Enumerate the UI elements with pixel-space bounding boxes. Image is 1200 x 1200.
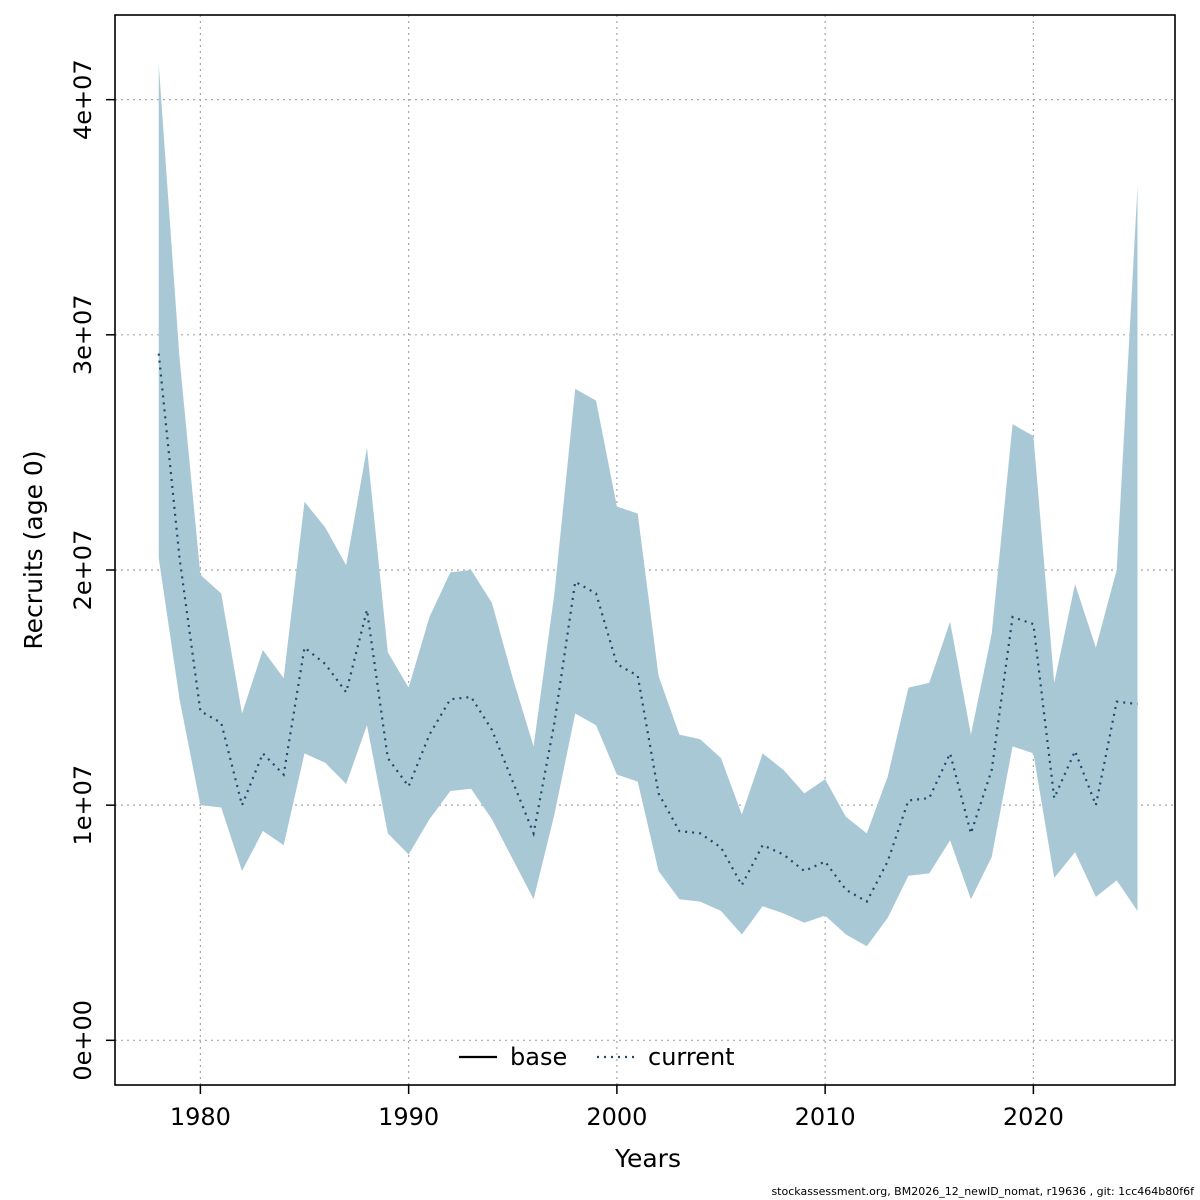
x-tick-label: 2010 (795, 1103, 856, 1131)
axis-layer: 1980 1990 2000 2010 2020 0e+00 1e+07 2e+07 3e+07… (69, 59, 1064, 1131)
legend-base-label: base (510, 1043, 567, 1071)
y-tick-label: 2e+07 (69, 530, 97, 611)
x-tick-label: 2000 (586, 1103, 647, 1131)
footer-note: stockassessment.org, BM2026_12_newID_nom… (771, 1185, 1195, 1198)
y-axis-label: Recruits (age 0) (19, 450, 48, 649)
y-tick-label: 0e+00 (69, 1000, 97, 1081)
y-tick-label: 1e+07 (69, 765, 97, 846)
x-tick-label: 1980 (170, 1103, 231, 1131)
x-tick-label: 2020 (1003, 1103, 1064, 1131)
y-tick-label: 4e+07 (69, 59, 97, 140)
legend-current-label: current (648, 1043, 735, 1071)
plot-frame (114, 14, 1176, 1086)
x-tick-label: 1990 (378, 1103, 439, 1131)
band-layer (158, 64, 1138, 947)
line-layer (157, 353, 1138, 904)
y-tick-label: 3e+07 (69, 294, 97, 375)
x-axis-label: Years (614, 1144, 681, 1173)
legend: base current (459, 1043, 735, 1071)
confidence-band (158, 64, 1138, 947)
current-line (157, 353, 1138, 904)
